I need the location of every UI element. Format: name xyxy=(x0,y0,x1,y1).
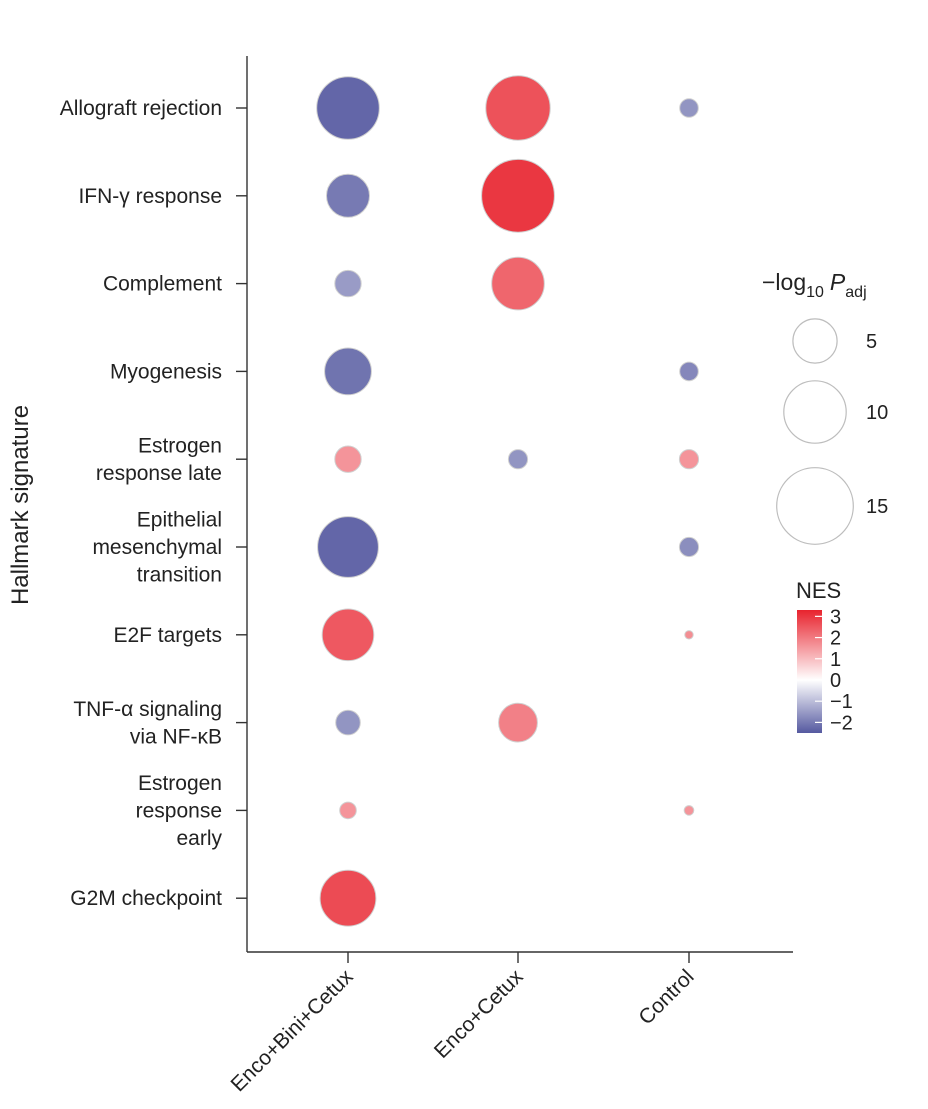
size-legend-circle xyxy=(776,467,854,545)
color-legend-tick-label: 0 xyxy=(830,670,841,692)
dot-point xyxy=(481,158,555,233)
color-legend-tick-label: −2 xyxy=(830,712,853,734)
x-tick-labels: Enco+Bini+Cetux Enco+Cetux Control xyxy=(227,952,699,1096)
dot-point xyxy=(339,801,357,820)
dot-point xyxy=(321,608,375,662)
dot-point xyxy=(679,98,699,118)
color-legend-tick-label: 3 xyxy=(830,606,841,628)
size-legend-title-sub: 10 xyxy=(806,284,824,301)
y-tick-label: Epithelial xyxy=(137,509,222,532)
y-tick-label: E2F targets xyxy=(113,624,222,647)
y-tick-label: via NF-κB xyxy=(130,725,222,748)
dot-point xyxy=(678,536,700,558)
y-tick-label: mesenchymal xyxy=(92,536,222,559)
size-legend-title: −log10 Padj xyxy=(762,269,867,301)
y-tick-label: early xyxy=(176,827,222,850)
y-tick-labels: Allograft rejection IFN-γ response Complem… xyxy=(60,97,247,910)
dot-point xyxy=(507,449,529,470)
y-tick-label: transition xyxy=(137,564,222,587)
size-legend-circle xyxy=(792,318,838,364)
y-tick-label: Estrogen xyxy=(138,434,222,457)
dot-point xyxy=(326,173,370,218)
size-legend-title-log: −log xyxy=(762,269,806,295)
x-tick-label: Enco+Cetux xyxy=(430,965,528,1063)
y-tick-label: Estrogen xyxy=(138,772,222,795)
size-legend-label: 5 xyxy=(866,331,877,353)
y-tick-label: response xyxy=(136,799,222,822)
dot-point xyxy=(316,76,380,140)
size-legend-label: 15 xyxy=(866,496,888,518)
axes xyxy=(246,56,793,953)
y-tick-label: Complement xyxy=(103,273,222,296)
color-legend-tick-label: 2 xyxy=(830,628,841,650)
color-legend-title: NES xyxy=(796,578,841,603)
dot-point xyxy=(334,445,362,473)
dot-point xyxy=(684,630,694,640)
size-legend-title-p: P xyxy=(830,269,846,295)
dot-point xyxy=(319,869,377,927)
dot-point xyxy=(485,75,551,141)
y-axis-label: Hallmark signature xyxy=(7,405,34,605)
dot-point xyxy=(678,449,700,470)
color-legend-tick-label: 1 xyxy=(830,649,841,671)
color-legend-tick-label: −1 xyxy=(830,691,853,713)
y-tick-label: response late xyxy=(96,462,222,485)
y-tick-label: Allograft rejection xyxy=(60,97,222,120)
y-tick-label: TNF-α signaling xyxy=(73,698,222,721)
x-tick-label: Control xyxy=(634,965,698,1029)
dot-point xyxy=(491,256,545,311)
color-legend-bar xyxy=(797,610,822,733)
y-tick-label: IFN-γ response xyxy=(78,185,222,208)
y-tick-label: G2M checkpoint xyxy=(70,887,222,910)
dot-point xyxy=(683,805,695,816)
dot-point xyxy=(324,347,372,396)
dot-point xyxy=(498,702,538,743)
size-legend-circle xyxy=(783,380,847,444)
y-tick-label: Myogenesis xyxy=(110,360,222,383)
data-points xyxy=(316,75,700,927)
dot-point xyxy=(679,361,699,382)
dot-point xyxy=(334,269,362,298)
dot-point xyxy=(335,709,361,736)
size-legend-label: 10 xyxy=(866,402,888,424)
dot-point xyxy=(317,516,379,578)
x-tick-label: Enco+Bini+Cetux xyxy=(227,965,358,1096)
size-legend-title-padj: adj xyxy=(845,284,866,301)
